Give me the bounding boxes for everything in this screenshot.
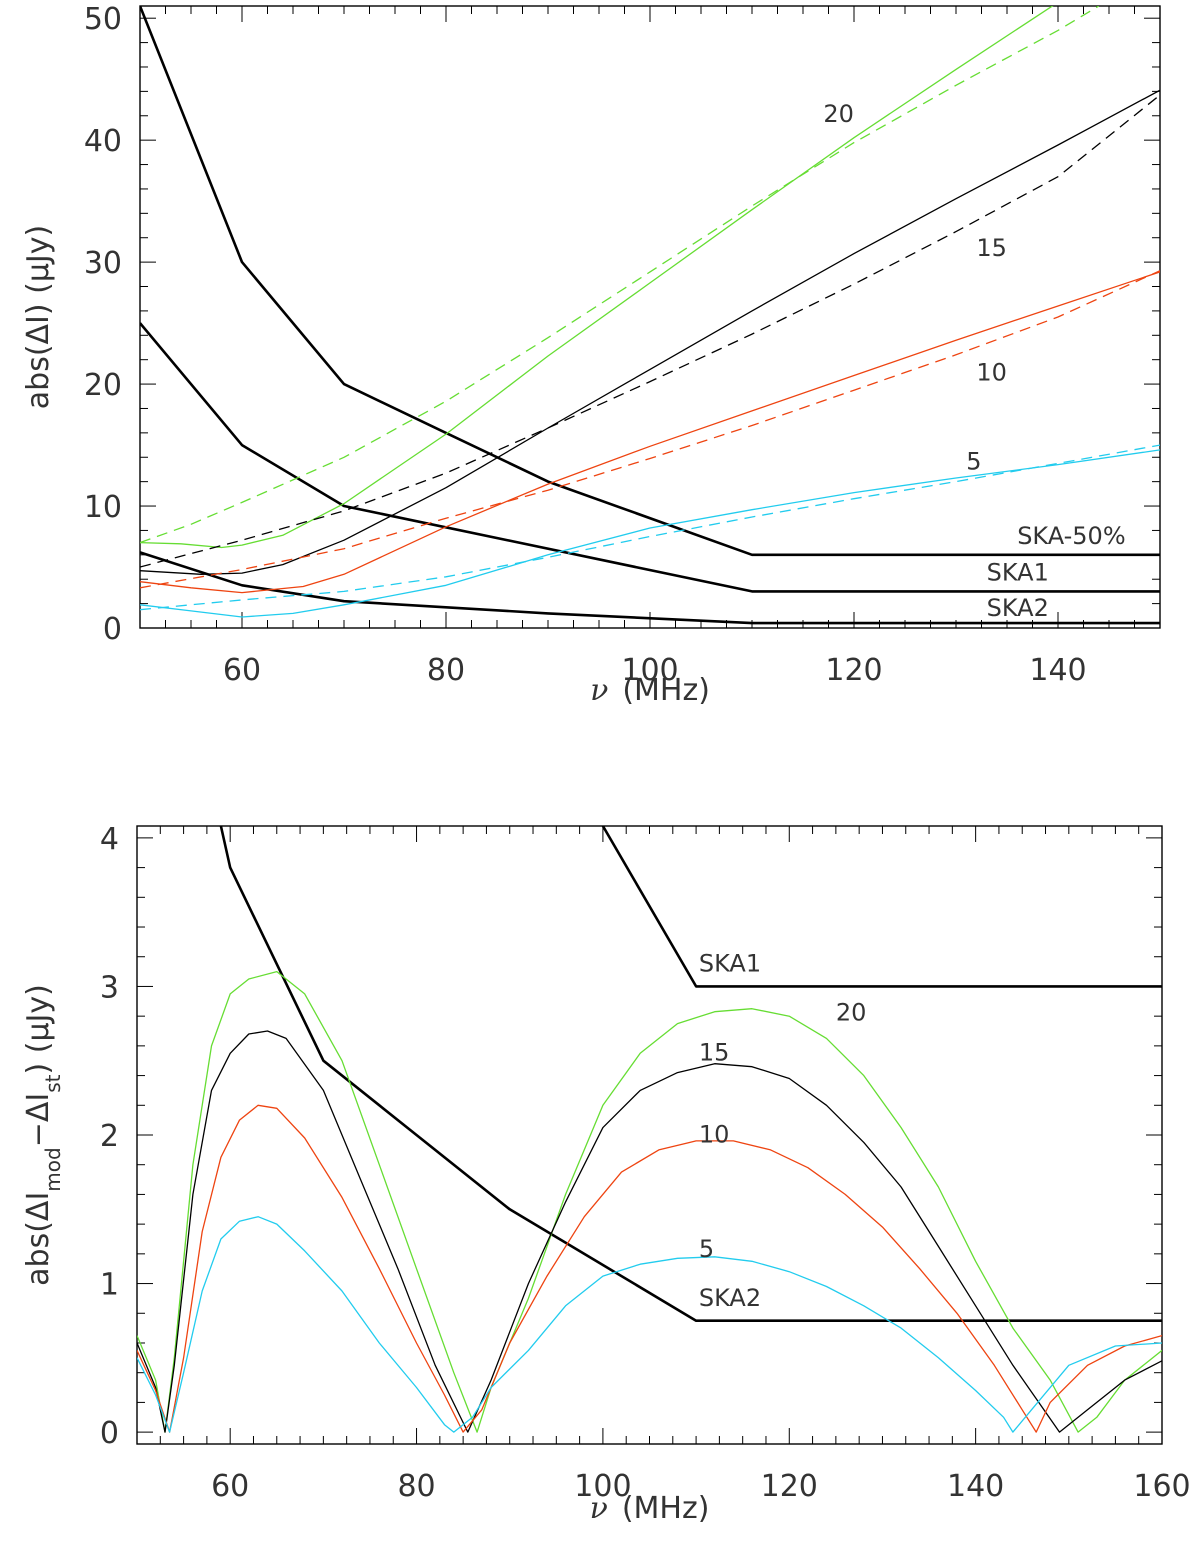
series-line-ska-50: [140, 6, 1160, 557]
series-label-ska1: SKA1: [987, 558, 1049, 586]
y-tick-label-3: 3: [100, 970, 119, 1005]
y-axis-title: abs(ΔI) (μJy): [21, 225, 56, 409]
tick-marks: [136, 826, 1163, 1444]
series-label-ska1: SKA1: [699, 950, 761, 978]
series-line-5: [137, 1216, 1162, 1433]
series-label-20: 20: [823, 100, 854, 128]
x-tick-label-80: 80: [397, 1469, 435, 1504]
series-line-20-solid: [140, 6, 1054, 549]
series-line-10-dashed: [140, 270, 1160, 589]
y-tick-label-20: 20: [84, 368, 122, 403]
series-label-ska2: SKA2: [987, 594, 1049, 622]
chart-panel-top: 60 80 100 120 140 0 10 20 30 40 50 ν (MHz) abs(ΔI) (μ…: [21, 2, 1161, 708]
series-label-15: 15: [699, 1039, 730, 1067]
series-label-ska2: SKA2: [699, 1284, 761, 1312]
plot-frame: [136, 825, 1163, 1445]
series-line-15-dashed: [140, 94, 1160, 568]
chart-panel-bottom: 60 80 100 120 140 160 0 1 2 3 4 ν (MHz) abs(ΔImod−ΔIs…: [21, 822, 1191, 1526]
series-line-ska2: [140, 551, 1160, 625]
plot-frame: [139, 5, 1161, 629]
series-label-10: 10: [699, 1120, 730, 1148]
series-line-20-dashed: [140, 6, 1100, 544]
x-tick-label-100: 100: [574, 1469, 631, 1504]
y-tick-label-0: 0: [103, 612, 122, 647]
x-tick-label-60: 60: [211, 1469, 249, 1504]
x-tick-label-140: 140: [947, 1469, 1004, 1504]
series-label-5: 5: [966, 447, 981, 475]
y-tick-label-4: 4: [100, 822, 119, 857]
y-tick-label-0: 0: [100, 1416, 119, 1451]
series-line-10: [137, 1104, 1162, 1433]
y-tick-label-40: 40: [84, 124, 122, 159]
series-line-ska1: [140, 322, 1160, 593]
series-line-15: [137, 1030, 1162, 1433]
series-label-15: 15: [976, 234, 1007, 262]
series-line-20: [137, 970, 1162, 1433]
y-axis-title: abs(ΔImod−ΔIst) (μJy): [21, 984, 65, 1286]
x-tick-label-160: 160: [1133, 1469, 1190, 1504]
x-axis-title: ν (MHz): [590, 1491, 710, 1526]
series-line-5-dashed: [140, 444, 1160, 611]
series-line-ska1: [601, 826, 1162, 988]
series-line-15-solid: [140, 89, 1160, 575]
x-tick-label-120: 120: [825, 653, 882, 688]
tick-marks: [139, 6, 1161, 629]
y-tick-label-10: 10: [84, 490, 122, 525]
series-line-ska2: [219, 826, 1162, 1322]
x-axis-title: ν (MHz): [590, 673, 710, 708]
series-label-20: 20: [836, 999, 867, 1027]
series-line-10-solid: [140, 271, 1160, 594]
x-tick-label-120: 120: [761, 1469, 818, 1504]
series-label-ska-50: SKA-50%: [1017, 522, 1125, 550]
y-tick-label-2: 2: [100, 1119, 119, 1154]
x-tick-label-60: 60: [223, 653, 261, 688]
x-tick-label-80: 80: [427, 653, 465, 688]
series-label-5: 5: [699, 1235, 714, 1263]
x-tick-label-140: 140: [1029, 653, 1086, 688]
series-line-5-solid: [140, 449, 1160, 618]
series-label-10: 10: [976, 358, 1007, 386]
y-tick-label-50: 50: [84, 2, 122, 37]
x-tick-label-100: 100: [621, 653, 678, 688]
y-tick-label-1: 1: [100, 1268, 119, 1303]
y-tick-label-30: 30: [84, 246, 122, 281]
